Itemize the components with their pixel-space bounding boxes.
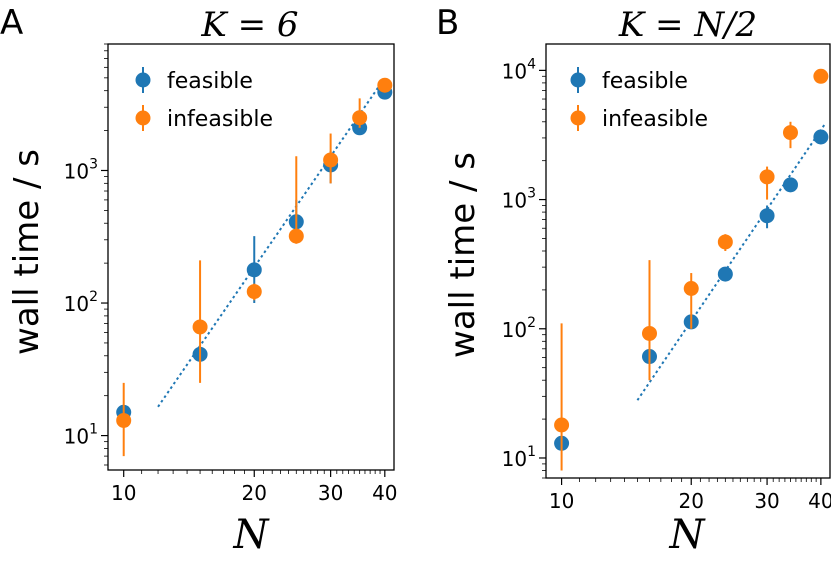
legend-label: feasible	[167, 69, 253, 94]
panel-b-title: K = N/2	[618, 5, 757, 45]
panel-a-frame	[107, 43, 395, 471]
panel-b-x-ticks: 10 20 30 40	[549, 478, 831, 513]
panel-b-frame	[545, 43, 831, 479]
y-tick-label: 101	[502, 444, 536, 471]
series-feasible	[116, 84, 393, 421]
legend-label: infeasible	[167, 107, 273, 132]
x-tick-label: 10	[111, 481, 136, 505]
panel-b-legend: feasible infeasible	[570, 67, 708, 132]
y-tick-label: 101	[64, 422, 98, 449]
panel-a-title: K = 6	[200, 5, 298, 45]
y-tick-label: 103	[64, 156, 98, 183]
data-point	[813, 68, 829, 84]
panel-a-legend: feasible infeasible	[135, 67, 273, 132]
legend-marker	[135, 72, 151, 88]
data-point	[246, 262, 262, 278]
data-point	[554, 417, 570, 433]
data-point	[116, 412, 132, 428]
data-point	[288, 228, 304, 244]
y-tick-label: 103	[502, 186, 536, 213]
data-point	[759, 169, 775, 185]
panel-b: B K = N/2 wall time / s N 10 20 30 40 10110…	[436, 3, 831, 558]
y-tick-label: 102	[502, 315, 536, 342]
panel-b-plot-area	[554, 68, 829, 471]
panel-a-y-ticks: 101 102 103	[64, 43, 108, 466]
x-tick-label: 20	[242, 481, 267, 505]
data-point	[377, 77, 393, 93]
y-tick-label: 104	[502, 56, 536, 83]
x-tick-label: 30	[318, 481, 343, 505]
panel-b-ylabel: wall time / s	[443, 152, 483, 358]
data-point	[192, 319, 208, 335]
panel-a: A K = 6 wall time / s N 10 20 30 40 1011021…	[0, 3, 398, 558]
panel-a-ylabel: wall time / s	[7, 149, 47, 355]
x-tick-label: 10	[549, 489, 574, 513]
data-point	[352, 110, 368, 126]
data-point	[717, 234, 733, 250]
x-tick-label: 20	[679, 489, 704, 513]
legend-marker	[135, 110, 151, 126]
panel-a-x-ticks: 10 20 30 40	[111, 470, 398, 505]
panel-b-letter: B	[436, 3, 459, 43]
panel-b-xlabel: N	[669, 512, 707, 558]
data-point	[717, 266, 733, 282]
x-tick-label: 40	[372, 481, 397, 505]
data-point	[642, 325, 658, 341]
legend-marker	[570, 110, 586, 126]
series-infeasible	[554, 68, 829, 471]
y-tick-label: 102	[64, 289, 98, 316]
panel-a-letter: A	[0, 3, 23, 43]
x-tick-label: 40	[808, 489, 831, 513]
data-point	[813, 129, 829, 145]
data-point	[759, 208, 775, 224]
series-infeasible	[116, 77, 393, 457]
data-point	[782, 125, 798, 141]
x-tick-label: 30	[754, 489, 779, 513]
legend-label: infeasible	[602, 107, 708, 132]
data-point	[246, 284, 262, 300]
panel-a-plot-area	[116, 77, 393, 457]
data-point	[683, 281, 699, 297]
fit-line	[636, 122, 827, 401]
panel-a-xlabel: N	[233, 512, 271, 558]
legend-marker	[570, 72, 586, 88]
data-point	[782, 177, 798, 193]
data-point	[323, 152, 339, 168]
legend-label: feasible	[602, 69, 688, 94]
panel-b-y-ticks: 101 102 103 104	[502, 56, 546, 479]
